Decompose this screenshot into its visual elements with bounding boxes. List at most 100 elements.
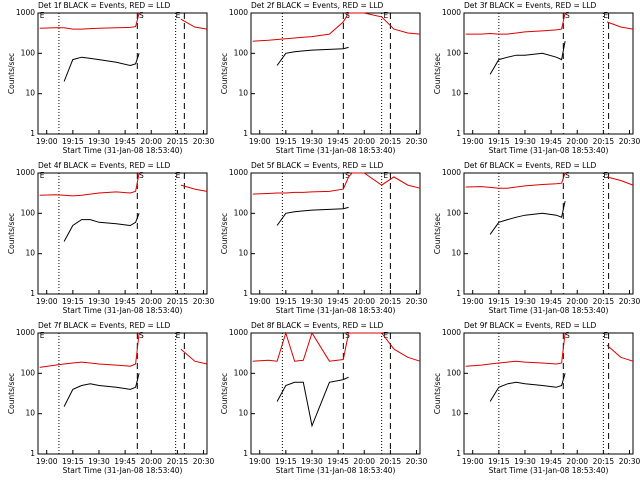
x-tick-label: 20:00	[566, 457, 588, 466]
x-axis-label: Start Time (31-Jan-08 18:53:40)	[489, 466, 609, 475]
y-axis-label: Counts/sec	[7, 373, 16, 414]
x-tick-label: 19:00	[249, 137, 271, 146]
y-tick-label: 1000	[16, 8, 35, 17]
x-tick-label: 19:45	[114, 457, 136, 466]
y-tick-label: 10	[451, 89, 461, 98]
plot-frame	[250, 12, 421, 135]
chart-title: Det 4f BLACK = Events, RED = LLD	[38, 161, 171, 170]
y-tick-label: 100	[234, 368, 249, 377]
y-tick-label: 10	[25, 409, 35, 418]
y-tick-label: 10	[238, 409, 248, 418]
plot-frame	[463, 172, 634, 295]
series-line	[252, 12, 421, 42]
x-tick-label: 20:30	[193, 297, 215, 306]
plot-frame	[463, 12, 634, 135]
x-axis-label: Start Time (31-Jan-08 18:53:40)	[63, 466, 183, 475]
x-axis-label: Start Time (31-Jan-08 18:53:40)	[276, 146, 396, 155]
y-tick-label: 1	[243, 449, 248, 458]
y-tick-label: 100	[21, 208, 36, 217]
x-tick-label: 20:00	[353, 137, 375, 146]
y-tick-label: 100	[447, 48, 462, 57]
chart-title: Det 5f BLACK = Events, RED = LLD	[251, 161, 384, 170]
x-tick-label: 19:45	[540, 297, 562, 306]
y-tick-label: 1000	[229, 168, 248, 177]
y-tick-label: 1	[30, 129, 35, 138]
x-tick-label: 20:00	[566, 297, 588, 306]
y-axis-label: Counts/sec	[7, 213, 16, 254]
series-line	[276, 376, 349, 428]
x-tick-label: 20:30	[619, 457, 640, 466]
series-line	[276, 46, 349, 66]
y-tick-label: 100	[447, 208, 462, 217]
series-line	[63, 373, 140, 407]
event-annotation: E	[176, 171, 181, 180]
x-tick-label: 20:00	[353, 297, 375, 306]
x-tick-label: 19:00	[36, 297, 58, 306]
x-tick-label: 20:30	[619, 137, 640, 146]
chart-title: Det 2f BLACK = Events, RED = LLD	[251, 1, 384, 10]
x-tick-label: 20:30	[406, 457, 428, 466]
x-tick-label: 19:45	[327, 457, 349, 466]
y-tick-label: 1	[243, 129, 248, 138]
x-tick-label: 19:30	[88, 297, 110, 306]
x-tick-label: 19:00	[36, 457, 58, 466]
x-tick-label: 20:00	[140, 297, 162, 306]
plot-frame	[250, 332, 421, 455]
y-tick-label: 100	[234, 208, 249, 217]
series-line	[276, 206, 349, 226]
x-tick-label: 20:15	[167, 457, 189, 466]
series-line	[465, 172, 634, 189]
x-axis-label: Start Time (31-Jan-08 18:53:40)	[489, 306, 609, 315]
x-tick-label: 20:15	[380, 137, 402, 146]
x-tick-label: 20:00	[566, 137, 588, 146]
x-tick-label: 20:15	[593, 137, 615, 146]
x-tick-label: 20:15	[380, 457, 402, 466]
y-tick-label: 100	[447, 368, 462, 377]
y-tick-label: 100	[234, 48, 249, 57]
y-tick-label: 10	[238, 89, 248, 98]
event-annotation: E	[603, 331, 608, 340]
x-tick-label: 19:30	[514, 297, 536, 306]
x-tick-label: 19:00	[462, 297, 484, 306]
x-tick-label: 19:00	[462, 137, 484, 146]
x-tick-label: 20:15	[167, 297, 189, 306]
y-tick-label: 10	[451, 249, 461, 258]
event-annotation: S	[345, 171, 350, 180]
event-annotation: E	[603, 171, 608, 180]
x-tick-label: 19:30	[301, 457, 323, 466]
series-line	[465, 12, 634, 35]
y-tick-label: 1	[243, 289, 248, 298]
plot-frame	[37, 332, 208, 455]
x-tick-label: 20:00	[140, 137, 162, 146]
x-tick-label: 20:30	[406, 137, 428, 146]
chart-title: Det 1f BLACK = Events, RED = LLD	[38, 1, 171, 10]
x-tick-label: 19:45	[114, 137, 136, 146]
x-tick-label: 19:30	[514, 457, 536, 466]
x-tick-label: 19:00	[462, 457, 484, 466]
y-axis-label: Counts/sec	[433, 53, 442, 94]
x-tick-label: 20:30	[619, 297, 640, 306]
series-line	[465, 332, 634, 367]
chart-title: Det 3f BLACK = Events, RED = LLD	[464, 1, 597, 10]
x-tick-label: 19:15	[275, 137, 297, 146]
x-tick-label: 19:15	[62, 457, 84, 466]
x-tick-label: 19:30	[301, 137, 323, 146]
x-tick-label: 19:45	[540, 457, 562, 466]
y-tick-label: 1000	[442, 328, 461, 337]
plot-frame	[37, 172, 208, 295]
x-tick-label: 20:30	[193, 457, 215, 466]
x-tick-label: 20:00	[353, 457, 375, 466]
x-tick-label: 19:30	[301, 297, 323, 306]
series-line	[39, 12, 208, 30]
y-axis-label: Counts/sec	[220, 373, 229, 414]
y-tick-label: 1	[456, 289, 461, 298]
y-tick-label: 10	[451, 409, 461, 418]
series-line	[63, 213, 140, 242]
y-tick-label: 1	[456, 449, 461, 458]
plot-frame	[250, 172, 421, 295]
x-tick-label: 19:15	[62, 137, 84, 146]
event-annotation: E	[383, 331, 388, 340]
series-line	[39, 332, 208, 368]
x-tick-label: 19:30	[514, 137, 536, 146]
y-axis-label: Counts/sec	[7, 53, 16, 94]
